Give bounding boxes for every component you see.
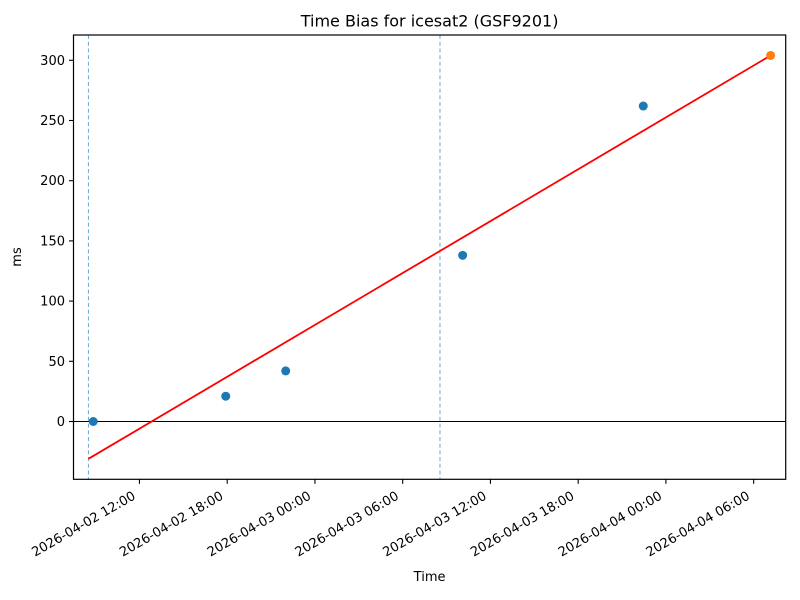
x-axis-label: Time — [413, 570, 446, 585]
y-axis: 0 50 100 150 200 250 300 — [40, 54, 74, 430]
y-tick-label: 200 — [40, 174, 65, 189]
time-bias-observations-point — [638, 101, 648, 111]
y-axis-label: ms — [10, 247, 25, 267]
y-tick-label: 100 — [40, 295, 65, 310]
plot-frame — [72, 34, 787, 480]
time-bias-observations-point — [88, 417, 98, 427]
chart-title: Time Bias for icesat2 (GSF9201) — [300, 12, 559, 31]
trend-line — [87, 54, 772, 460]
y-tick-label: 150 — [40, 234, 65, 249]
time-bias-observations-point — [458, 250, 468, 260]
day-boundary-guide-lines — [87, 35, 441, 480]
latest-observation-point — [766, 50, 776, 60]
y-tick-label: 50 — [48, 355, 65, 370]
y-tick-label: 300 — [40, 54, 65, 69]
y-tick-label: 250 — [40, 114, 65, 129]
time-bias-observations-point — [221, 391, 231, 401]
time-bias-observations-point — [281, 366, 291, 376]
data-points — [88, 50, 776, 427]
y-tick-label: 0 — [57, 415, 65, 430]
